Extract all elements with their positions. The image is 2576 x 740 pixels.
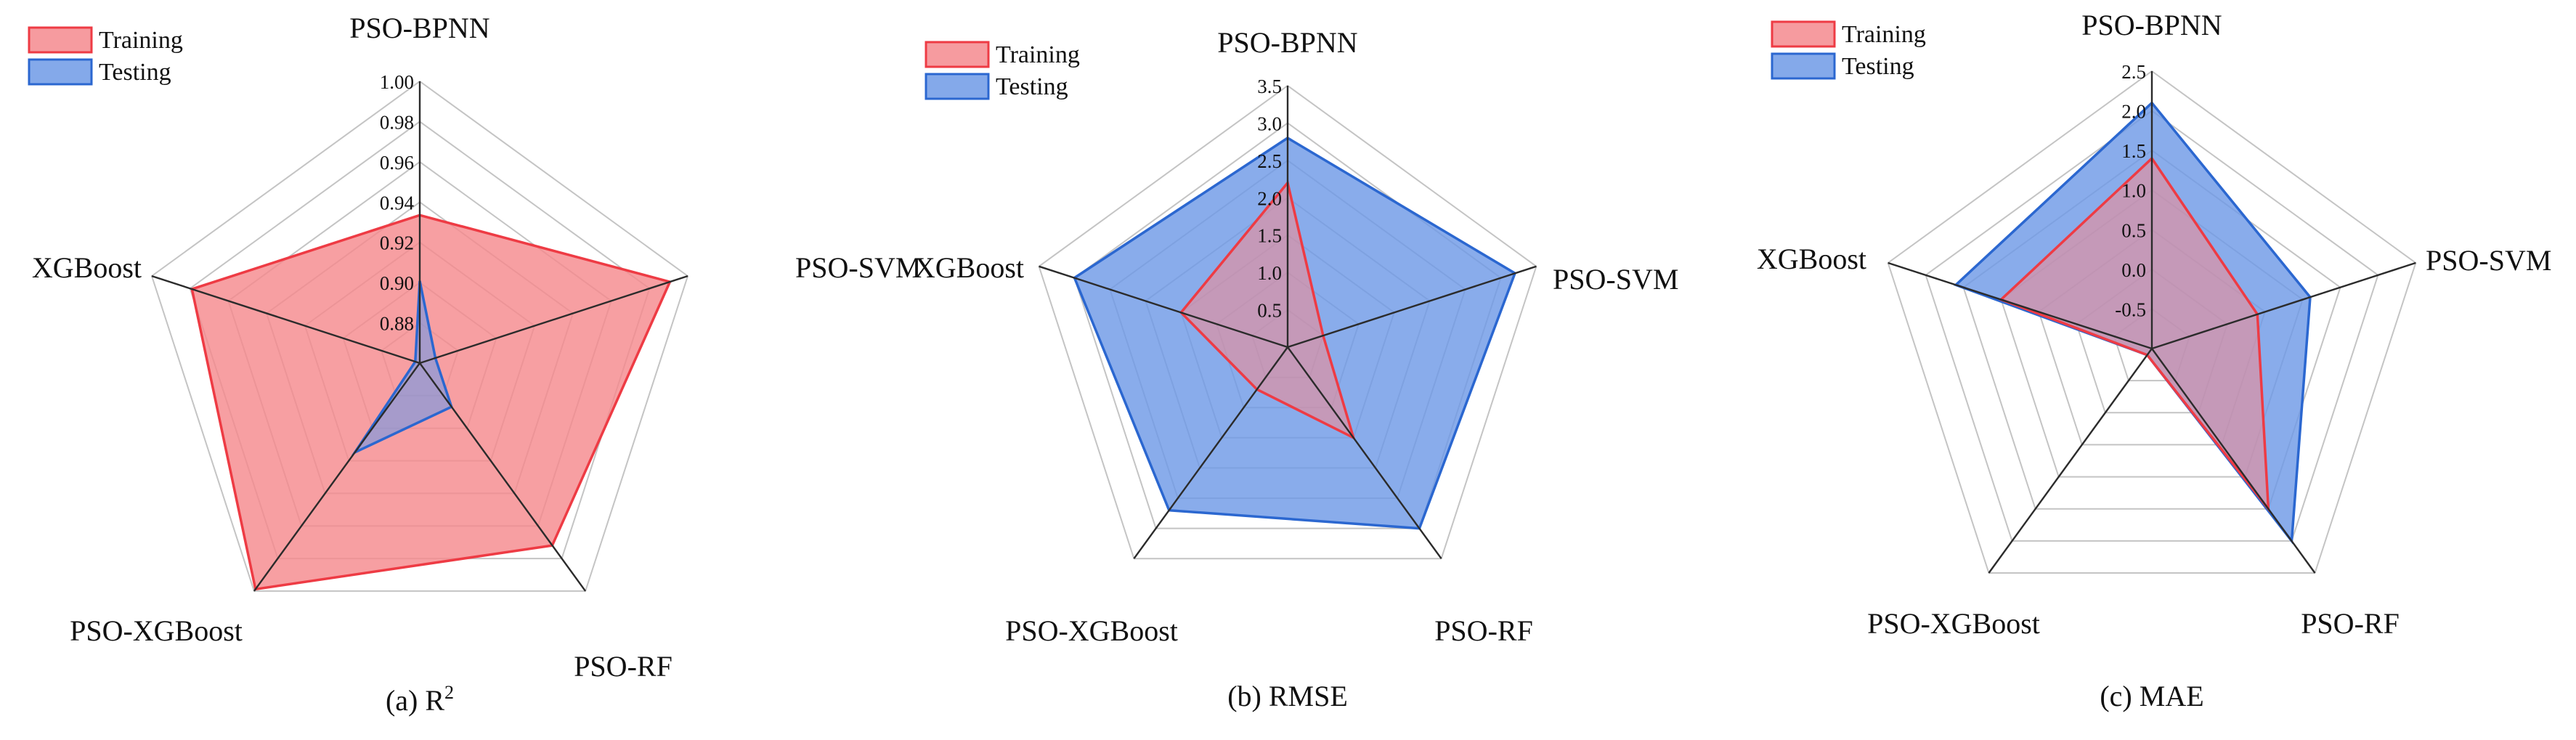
tick-label: 3.0 (1257, 113, 1282, 134)
grid-ring (150, 80, 689, 592)
tick-label: 0.88 (380, 313, 414, 335)
grid-ring (1038, 84, 1537, 560)
axis-spoke (419, 362, 587, 592)
radar-panel-1: 0.88 0.90 0.92 0.94 0.96 0.98 1.00 PSO-BPNN PSO-… (28, 12, 921, 717)
tick-label: 0.5 (1257, 300, 1282, 322)
tick-label: 3.5 (1257, 76, 1282, 97)
legend: Training Testing (28, 26, 183, 86)
legend-swatch-training (1771, 20, 1836, 48)
tick-label: 0.96 (380, 152, 414, 174)
tick-label: 1.5 (1257, 225, 1282, 247)
axis-label-pso-bpnn: PSO-BPNN (349, 12, 489, 44)
axis-label-pso-xgboost: PSO-XGBoost (1005, 614, 1178, 647)
tick-label: 0.90 (380, 272, 414, 294)
legend: Training Testing (1771, 20, 1926, 80)
tick-label: 0.5 (2121, 219, 2146, 241)
legend-swatch-testing (28, 58, 93, 86)
radar-panel-3: -0.5 0.0 0.5 1.0 1.5 2.0 2.5 PSO-BPNN PSO-SVM PSO… (1757, 9, 2552, 712)
tick-label: 1.00 (380, 71, 414, 93)
axis-spoke (2151, 348, 2316, 574)
radar-panel-2: 0.5 1.0 1.5 2.0 2.5 3.0 3.5 PSO-BPNN PSO-SVM PSO-… (914, 26, 1679, 712)
tick-label: 0.94 (380, 192, 415, 214)
grid-ring (1887, 70, 2417, 574)
tick-label: 0.0 (2121, 259, 2146, 281)
axis-label-pso-xgboost: PSO-XGBoost (70, 614, 243, 647)
axis-spoke (1039, 265, 1288, 349)
legend-label-training: Training (996, 41, 1080, 68)
legend-swatch-training (28, 26, 93, 54)
radar-panels: 0.88 0.90 0.92 0.94 0.96 0.98 1.00 PSO-BPNN PSO-… (28, 9, 2552, 717)
legend-label-training: Training (1842, 21, 1926, 48)
axis-label-xgboost: XGBoost (914, 251, 1024, 284)
tick-label: 1.0 (1257, 262, 1282, 284)
axis-spoke (1988, 348, 2153, 574)
tick-label: 0.92 (380, 232, 414, 254)
axis-label-pso-rf: PSO-RF (1434, 614, 1533, 647)
axis-label-pso-rf: PSO-RF (2301, 607, 2400, 640)
tick-label: 2.5 (1257, 150, 1282, 172)
axis-spoke (151, 275, 420, 365)
series-training-area (1179, 179, 1356, 441)
legend-swatch-training (925, 41, 990, 68)
axis-label-pso-xgboost: PSO-XGBoost (1867, 607, 2040, 640)
axis-spoke (1133, 346, 1288, 559)
legend-label-testing: Testing (996, 73, 1068, 100)
legend: Training Testing (925, 41, 1080, 100)
axis-spoke (1888, 261, 2153, 350)
axis-spoke (2151, 261, 2416, 350)
series-training-area (1999, 156, 2270, 513)
tick-label: 2.0 (2121, 101, 2146, 123)
axis-label-pso-svm: PSO-SVM (795, 251, 921, 284)
series-testing-area (351, 280, 453, 456)
legend-label-training: Training (99, 27, 183, 54)
axis-label-xgboost: XGBoost (32, 251, 142, 284)
panel-caption: (b) RMSE (1227, 680, 1348, 712)
axis-spoke (253, 362, 420, 592)
legend-swatch-testing (925, 73, 990, 100)
tick-label: 2.5 (2121, 61, 2146, 83)
caption-superscript: 2 (444, 682, 454, 703)
tick-label: -0.5 (2115, 298, 2146, 320)
axis-label-pso-svm: PSO-SVM (1553, 263, 1678, 296)
axis-spoke (1287, 265, 1537, 349)
legend-label-testing: Testing (99, 59, 171, 86)
panel-caption: (c) MAE (2100, 680, 2203, 712)
grid-ring (1925, 110, 2379, 542)
axis-label-pso-bpnn: PSO-BPNN (1217, 26, 1357, 59)
axis-label-pso-rf: PSO-RF (574, 650, 673, 683)
axis-label-xgboost: XGBoost (1757, 243, 1866, 275)
legend-swatch-testing (1771, 52, 1836, 80)
tick-label: 2.0 (1257, 187, 1282, 209)
tick-label: 1.0 (2121, 180, 2146, 202)
legend-label-testing: Testing (1842, 53, 1914, 80)
axis-spoke (419, 275, 688, 365)
tick-label: 0.98 (380, 111, 414, 133)
tick-label: 1.5 (2121, 140, 2146, 162)
axis-label-pso-bpnn: PSO-BPNN (2081, 9, 2222, 41)
axis-label-pso-svm: PSO-SVM (2426, 244, 2551, 277)
axis-spoke (1287, 346, 1442, 559)
panel-caption: (a) R2 (386, 682, 454, 717)
